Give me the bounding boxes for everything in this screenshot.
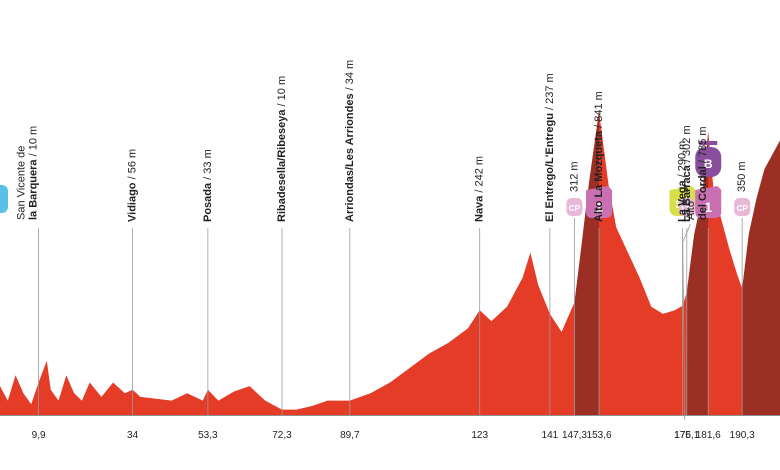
place-label-line2: del Cordal / 785 m	[697, 126, 709, 220]
cp-badge-label: CP	[681, 204, 693, 213]
place-label: 350 m	[736, 161, 748, 192]
category-1-badge: 1	[695, 186, 722, 218]
bonus-badge-label: B	[704, 157, 713, 171]
place-label: La Vega / 290 m	[677, 141, 689, 222]
km-label: 34	[127, 430, 139, 441]
cp-badge: CP	[734, 198, 751, 216]
km-labels-layer: 9,9 34 53,3 72,3 89,7 123 141 147,3 153,6 175176,…	[32, 430, 755, 441]
km-label: 181,6	[696, 430, 721, 441]
place-label-line2: la Barquera / 10 m	[28, 126, 40, 220]
start-badge	[0, 185, 8, 213]
km-label: 190,3	[730, 430, 755, 441]
place-label: San Vicente de	[16, 146, 28, 220]
place-label: Vidiago / 56 m	[127, 149, 139, 222]
cp-badge-label: CP	[569, 204, 581, 213]
km-label: 89,7	[340, 430, 360, 441]
cp-badge-label: CP	[737, 204, 749, 213]
place-label: Alto La Mozqueta / 841 m	[593, 91, 605, 222]
km-label: 176,1	[674, 430, 699, 441]
category-1-badge-label: 1	[595, 199, 603, 215]
climb-shade-mozqueta	[574, 111, 600, 416]
sprint-leader-line	[682, 223, 691, 421]
cp-badge: CP	[678, 198, 695, 216]
place-label: Alto	[685, 201, 697, 220]
place-label: Arriondas/Les Arriondes / 34 m	[344, 60, 356, 222]
km-label: 53,3	[198, 430, 218, 441]
category-1-badge-label: 1	[704, 199, 712, 215]
marker-lines-layer	[38, 218, 743, 421]
place-label: El Entrego/L'Entregu / 237 m	[544, 73, 556, 222]
km-label: 175	[674, 430, 691, 441]
km-label: 141	[542, 430, 559, 441]
place-label: Nava / 242 m	[474, 156, 486, 222]
elevation-profile-area	[0, 111, 780, 416]
km-label: 72,3	[272, 430, 292, 441]
place-labels-layer: San Vicente de la Barquera / 10 m Vidiago …	[16, 60, 749, 222]
bonus-badge: B	[695, 141, 722, 177]
km-label: 123	[471, 430, 488, 441]
place-label: 312 m	[568, 161, 580, 192]
km-label: 147,3	[562, 430, 587, 441]
badges-layer: CP1SPCP1BCP	[0, 141, 751, 218]
climb-shade-final	[742, 140, 780, 415]
km-label: 153,6	[587, 430, 612, 441]
category-1-badge: 1	[586, 186, 613, 218]
place-label: La Barraca / 302 m	[681, 125, 693, 222]
km-label: 9,9	[32, 430, 46, 441]
profile-base-layer	[0, 111, 780, 416]
place-label: Posada / 33 m	[202, 149, 214, 222]
cp-badge: CP	[566, 198, 583, 216]
place-label: Ribadesella/Ribeseya / 10 m	[276, 76, 288, 222]
